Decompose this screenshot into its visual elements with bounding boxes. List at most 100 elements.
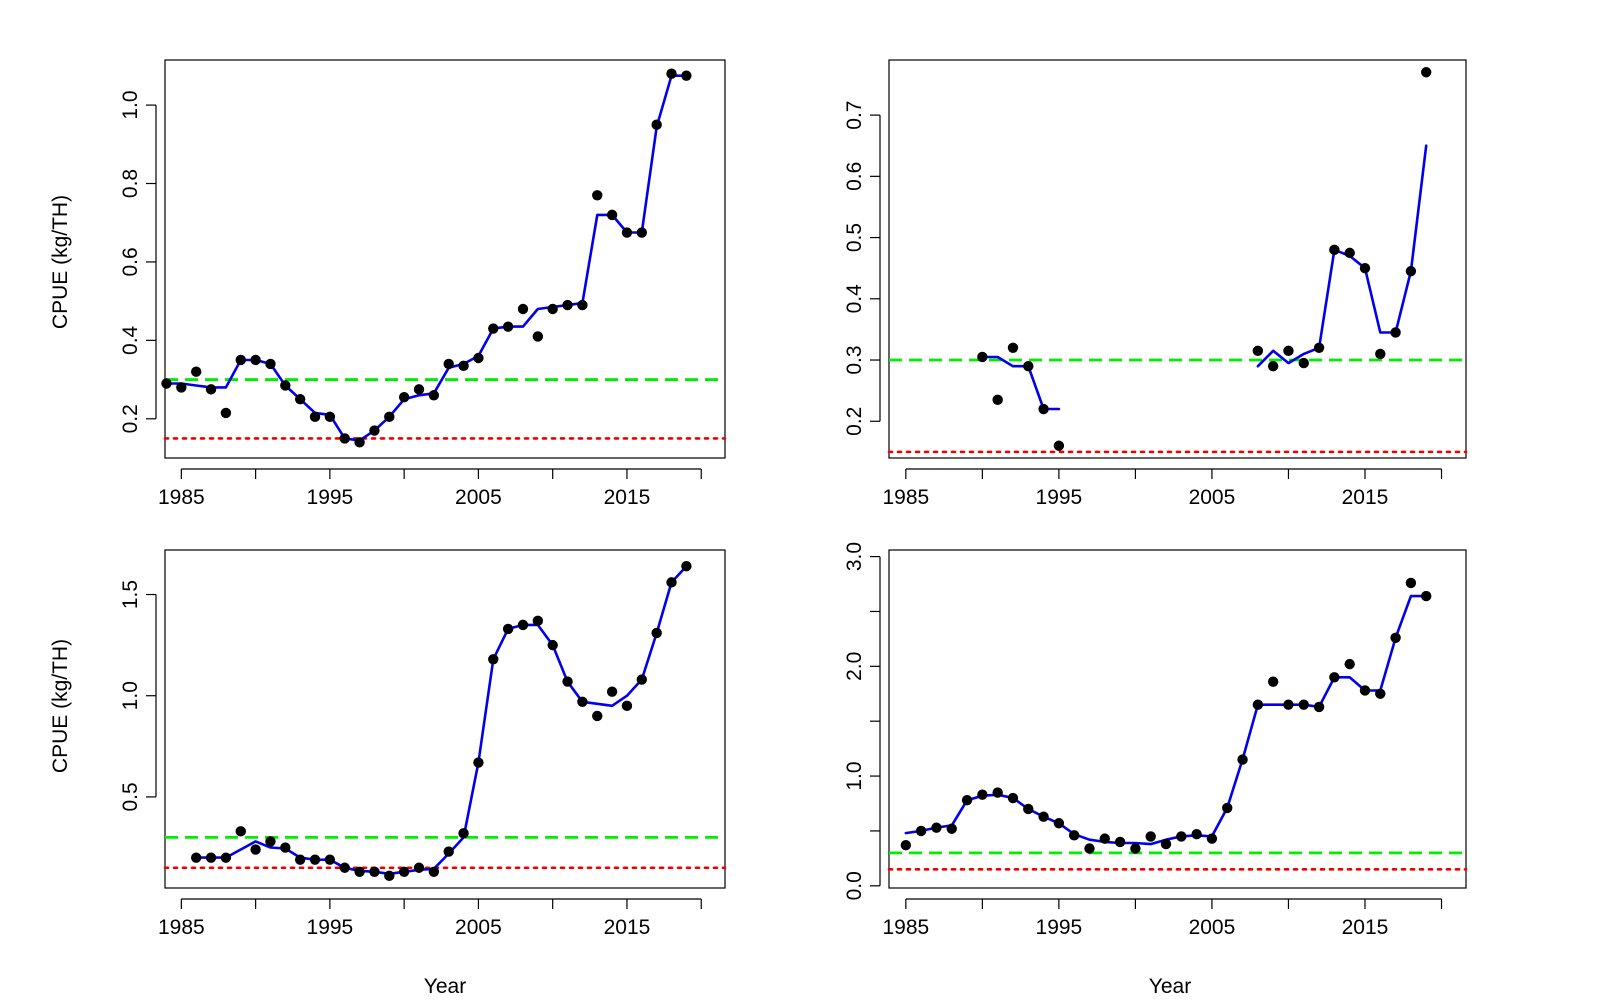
data-point bbox=[915, 825, 927, 837]
data-point bbox=[532, 331, 544, 342]
data-point bbox=[1267, 676, 1279, 687]
data-point bbox=[1007, 792, 1019, 804]
data-point bbox=[398, 866, 410, 878]
data-point bbox=[1329, 244, 1340, 256]
data-point bbox=[621, 700, 633, 712]
data-point bbox=[562, 299, 573, 311]
y-tick-label: 1.0 bbox=[119, 681, 142, 710]
data-point bbox=[977, 351, 988, 363]
data-point bbox=[636, 227, 648, 238]
data-point bbox=[473, 352, 484, 364]
data-point bbox=[250, 354, 261, 366]
x-tick-label: 1985 bbox=[882, 916, 929, 939]
data-point bbox=[1237, 754, 1248, 765]
data-point bbox=[1038, 403, 1049, 415]
data-point bbox=[354, 437, 365, 448]
y-tick-label: 0.0 bbox=[843, 871, 866, 900]
y-tick-label: 0.3 bbox=[843, 345, 866, 374]
data-point bbox=[651, 119, 662, 130]
data-point bbox=[1390, 632, 1401, 643]
data-point bbox=[621, 227, 633, 238]
data-point bbox=[1313, 342, 1325, 353]
y-tick-label: 1.5 bbox=[119, 580, 142, 609]
data-point bbox=[1206, 833, 1218, 844]
data-point bbox=[1329, 672, 1340, 683]
data-point bbox=[443, 358, 454, 370]
data-point bbox=[992, 787, 1003, 798]
y-tick-label: 1.0 bbox=[843, 761, 866, 790]
data-point bbox=[651, 627, 662, 639]
data-point bbox=[458, 828, 469, 839]
data-point bbox=[220, 407, 232, 419]
data-point bbox=[1084, 843, 1095, 854]
data-point bbox=[190, 366, 202, 377]
data-point bbox=[488, 323, 499, 334]
x-tick-label: 2005 bbox=[1189, 486, 1236, 509]
data-point bbox=[280, 842, 291, 853]
panel-top-left: 1985 1995 2005 2015 0.2 0.4 0.6 0.8 1.0 bbox=[119, 59, 727, 509]
data-point bbox=[324, 411, 336, 423]
data-point bbox=[547, 639, 558, 651]
data-point bbox=[1068, 830, 1080, 841]
data-point bbox=[1038, 811, 1049, 822]
data-point bbox=[339, 433, 350, 444]
data-point bbox=[413, 862, 425, 873]
x-tick-label: 1995 bbox=[307, 486, 354, 509]
data-point bbox=[220, 852, 232, 863]
data-point bbox=[190, 852, 202, 863]
data-point bbox=[606, 209, 618, 221]
y-tick-label: 0.6 bbox=[119, 247, 142, 276]
y-axis-label-bottom: CPUE (kg/TH) bbox=[49, 639, 72, 773]
data-point bbox=[931, 822, 942, 833]
data-point bbox=[1114, 836, 1126, 848]
x-tick-label: 1985 bbox=[882, 486, 929, 509]
data-point bbox=[1023, 803, 1034, 815]
data-point bbox=[1298, 699, 1309, 710]
data-point bbox=[205, 852, 217, 863]
x-tick-label: 1995 bbox=[307, 916, 354, 939]
data-point bbox=[666, 577, 677, 588]
data-point bbox=[1053, 440, 1065, 451]
data-point bbox=[1176, 831, 1187, 842]
data-point bbox=[354, 866, 365, 878]
data-point bbox=[1359, 685, 1371, 696]
data-point bbox=[1252, 345, 1264, 357]
data-point bbox=[547, 303, 558, 315]
data-point bbox=[1283, 699, 1294, 710]
data-point bbox=[900, 840, 912, 851]
data-point bbox=[1344, 658, 1355, 670]
data-point bbox=[502, 321, 514, 332]
y-tick-label: 1.0 bbox=[119, 90, 142, 119]
data-point bbox=[265, 358, 276, 370]
x-tick-label: 2015 bbox=[604, 916, 651, 939]
data-point bbox=[324, 854, 336, 865]
data-point bbox=[369, 425, 380, 436]
data-point bbox=[1267, 360, 1279, 372]
x-tick-label: 2015 bbox=[1342, 916, 1389, 939]
data-point bbox=[1405, 266, 1417, 277]
data-point bbox=[1421, 67, 1432, 78]
x-tick-label: 1995 bbox=[1036, 486, 1083, 509]
data-point bbox=[294, 854, 306, 865]
data-point bbox=[250, 844, 261, 855]
data-point bbox=[592, 710, 603, 722]
data-point bbox=[532, 615, 544, 627]
data-point bbox=[488, 654, 499, 665]
data-point bbox=[384, 411, 395, 423]
panel-bottom-right: 1985 1995 2005 2015 0.0 1.0 2.0 3.0 bbox=[843, 542, 1468, 939]
data-point bbox=[309, 854, 321, 865]
panel-bottom-left: 1985 1995 2005 2015 0.5 1.0 1.5 bbox=[119, 549, 727, 939]
data-point bbox=[1405, 577, 1417, 589]
data-point bbox=[1145, 831, 1156, 842]
data-point bbox=[413, 384, 425, 395]
y-tick-label: 0.6 bbox=[843, 162, 866, 191]
data-point bbox=[1222, 802, 1233, 814]
data-point bbox=[1099, 833, 1111, 844]
y-tick-label: 0.2 bbox=[119, 404, 142, 433]
data-point bbox=[1298, 357, 1309, 369]
y-tick-label: 0.2 bbox=[843, 407, 866, 436]
data-point bbox=[681, 560, 692, 572]
y-tick-label: 0.7 bbox=[843, 101, 866, 130]
plot-frame bbox=[888, 59, 1467, 459]
data-point bbox=[1130, 843, 1141, 854]
